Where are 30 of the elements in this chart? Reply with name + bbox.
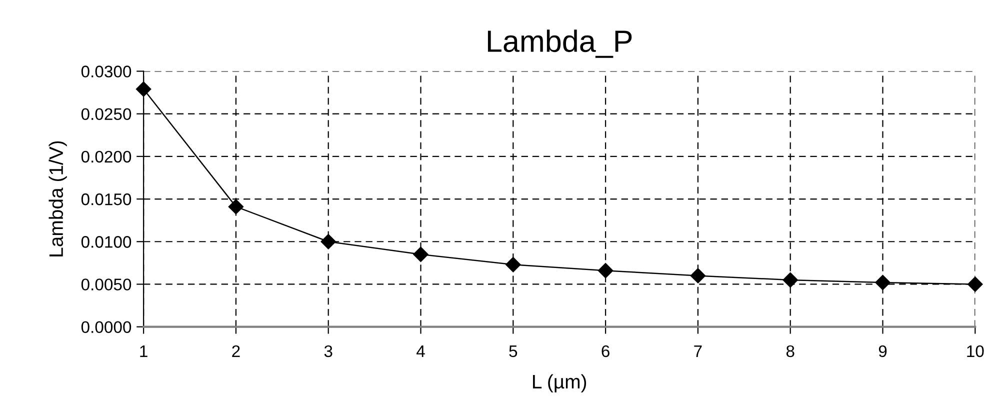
x-tick-label: 1 [140,345,148,357]
y-tick-label: 0.0150 [81,193,132,206]
point [320,234,336,250]
y-axis-title: Lambda (1/V) [48,141,67,256]
x-tick-label: 8 [786,345,794,358]
chart-title: Lambda_P [488,30,632,58]
point [413,246,428,262]
x-tick-label: 6 [602,345,610,358]
point [228,199,244,214]
y-tick-label: 0.0100 [81,236,132,248]
x-axis-title: L (µm) [533,374,586,392]
x-tick-label: 5 [509,345,518,358]
x-tick-label: 7 [694,345,702,357]
y-tick-label: 0.0200 [81,150,132,163]
point [136,82,152,97]
x-tick-label: 4 [416,345,425,357]
point [506,257,521,272]
point [598,263,614,278]
y-tick-label: 0.0250 [81,108,132,120]
y-tick-label: 0.0300 [81,66,132,78]
x-tick-label: 2 [232,345,240,357]
x-tick-label: 3 [324,345,332,358]
y-tick-label: 0.0050 [81,278,132,290]
point [690,268,706,284]
point [782,272,798,288]
y-tick-label: 0.0000 [81,321,132,334]
point [968,276,983,292]
point [875,274,890,290]
x-tick-label: 10 [967,345,984,358]
x-tick-label: 9 [878,345,887,358]
